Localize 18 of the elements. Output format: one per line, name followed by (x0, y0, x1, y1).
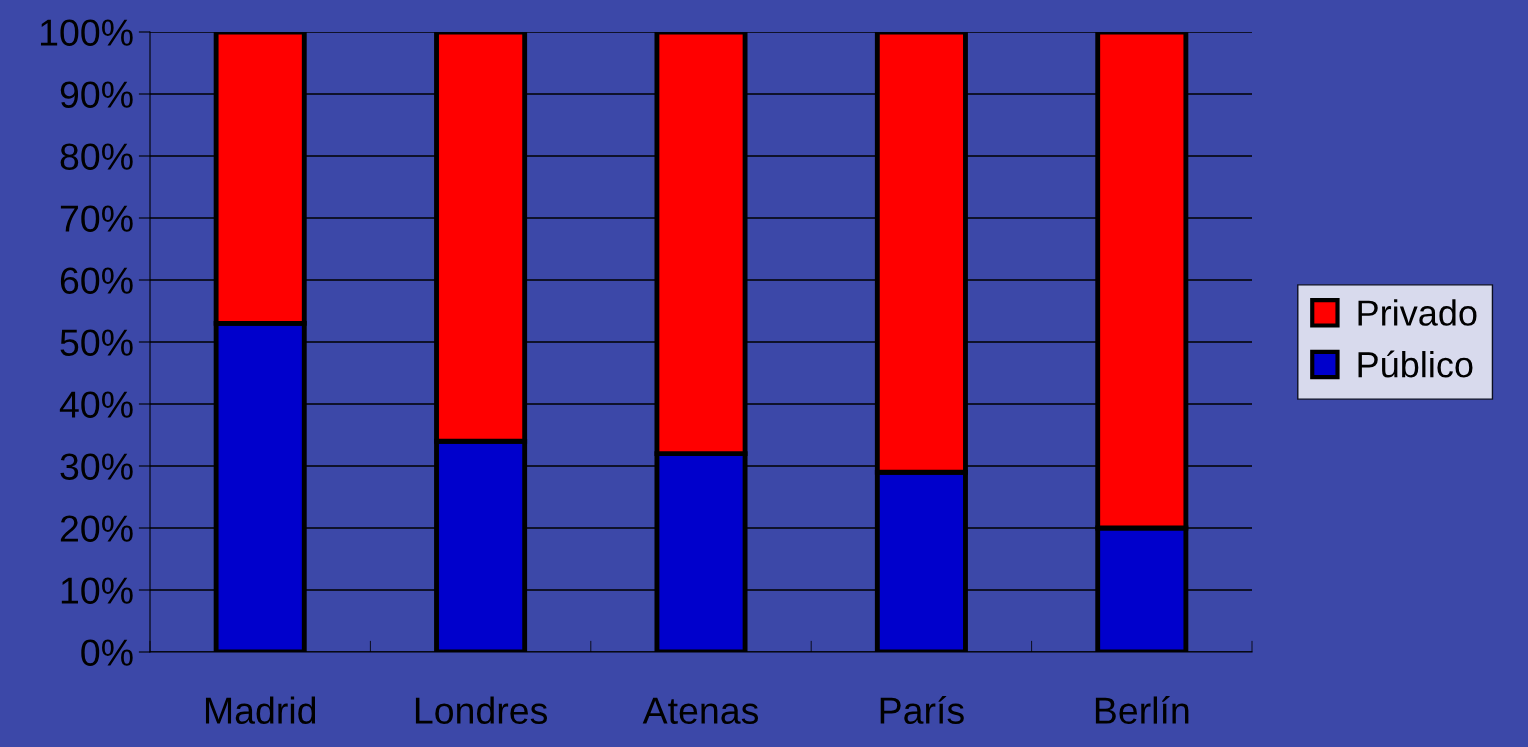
y-tick-label: 80% (60, 143, 133, 170)
y-tick-label: 70% (60, 205, 133, 232)
legend-label: Privado (1358, 299, 1477, 326)
y-tick-label: 30% (60, 453, 133, 480)
y-tick-label: 50% (60, 329, 133, 356)
y-tick-label: 0% (81, 639, 133, 666)
y-tick-label: 10% (61, 577, 133, 604)
y-tick-label: 60% (60, 267, 133, 294)
y-tick-label: 20% (60, 515, 133, 542)
y-tick-label: 40% (59, 391, 133, 418)
x-tick-label: Atenas (642, 697, 759, 724)
y-tick-label: 90% (60, 81, 133, 108)
x-tick-label: París (880, 696, 964, 724)
y-tick-label: 100% (40, 19, 133, 46)
x-tick-label: Londres (415, 696, 548, 724)
legend-label: Público (1358, 350, 1473, 378)
x-tick-label: Berlín (1095, 696, 1189, 724)
x-tick-label: Madrid (205, 696, 316, 724)
